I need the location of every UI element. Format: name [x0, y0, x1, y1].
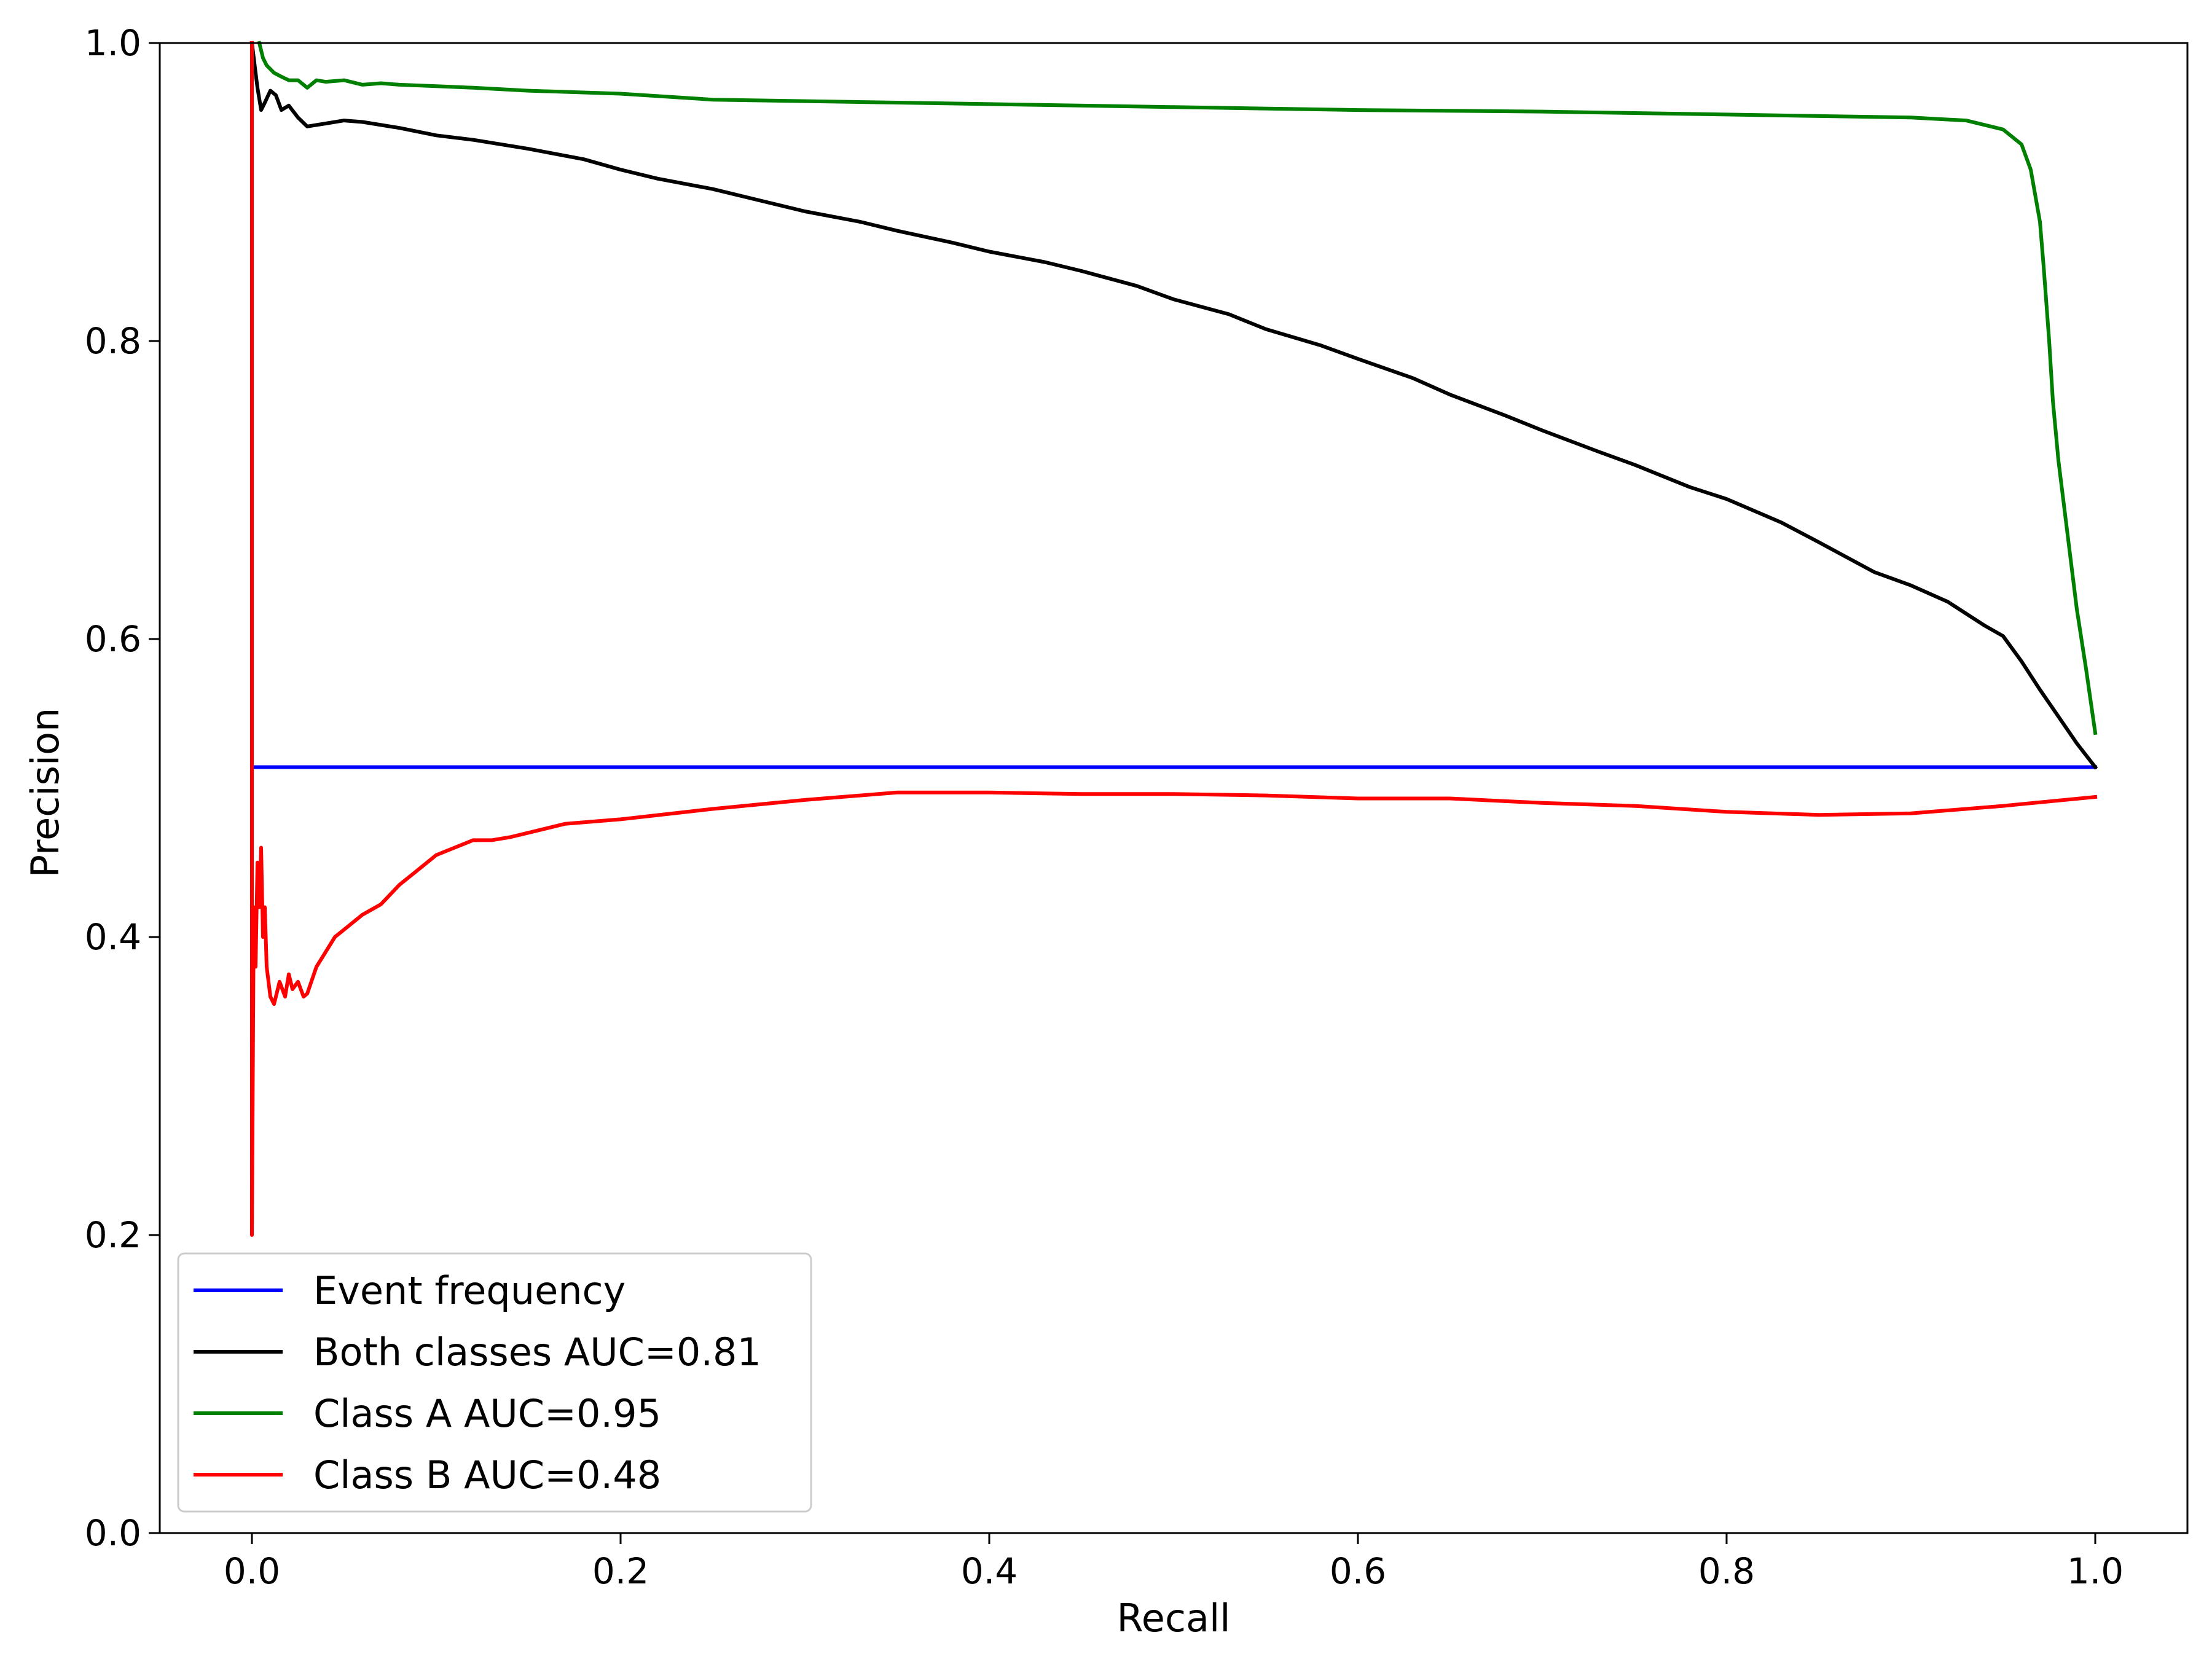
y-tick-label: 0.0 — [85, 1512, 141, 1554]
series-line-class-a-auc-0-95 — [257, 41, 2098, 735]
x-tick-label: 0.6 — [1330, 1550, 1386, 1592]
y-tick-label: 0.8 — [85, 320, 141, 362]
x-axis-label: Recall — [1117, 1596, 1231, 1641]
legend-box — [177, 1252, 812, 1513]
x-tick-label: 0.8 — [1698, 1550, 1755, 1592]
x-tick-label: 0.2 — [592, 1550, 649, 1592]
y-tick-label: 0.2 — [85, 1214, 141, 1256]
x-axis-ticks: 0.0 0.2 0.4 0.6 0.8 1.0 — [224, 1533, 2124, 1592]
x-tick-label: 0.4 — [961, 1550, 1018, 1592]
series-line-class-b-auc-0-48 — [250, 41, 2098, 1237]
legend: Event frequency Both classes AUC=0.81 Clas… — [177, 1252, 812, 1513]
y-tick-label: 1.0 — [85, 22, 141, 64]
series-line-both-classes-auc-0-81 — [249, 41, 2098, 770]
legend-label-both-classes-auc-0-81: Both classes AUC=0.81 — [313, 1330, 761, 1375]
plot-frame — [159, 42, 2189, 1534]
series-layer — [249, 41, 2098, 1237]
y-axis-label: Precision — [23, 708, 68, 878]
x-tick-label: 1.0 — [2067, 1550, 2124, 1592]
legend-label-class-b-auc-0-48: Class B AUC=0.48 — [313, 1453, 661, 1497]
y-tick-label: 0.6 — [85, 618, 141, 660]
legend-label-event-frequency: Event frequency — [313, 1268, 626, 1313]
y-tick-label: 0.4 — [85, 916, 141, 958]
x-tick-label: 0.0 — [224, 1550, 280, 1592]
y-axis-ticks: 0.0 0.2 0.4 0.6 0.8 1.0 — [85, 22, 160, 1554]
legend-label-class-a-auc-0-95: Class A AUC=0.95 — [313, 1391, 661, 1436]
